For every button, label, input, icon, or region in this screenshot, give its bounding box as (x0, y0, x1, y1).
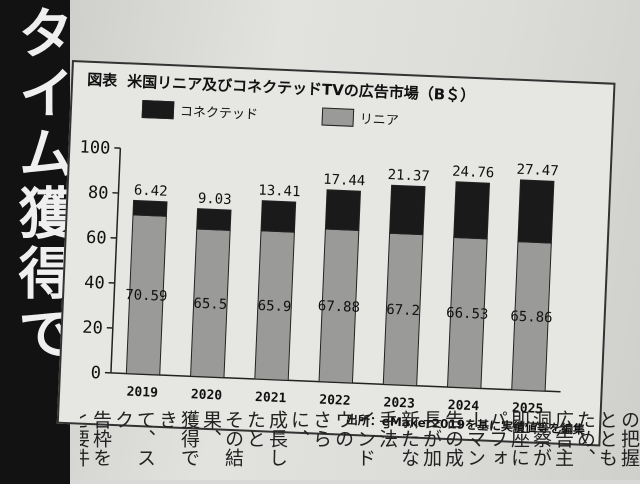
data-label-linear: 65.9 (257, 298, 291, 315)
bar-connected (197, 209, 231, 231)
data-label-connected: 21.37 (387, 167, 430, 185)
bar-connected (261, 201, 296, 233)
bar-connected (454, 182, 490, 239)
chart-title-tag: 図表 (87, 71, 118, 90)
bar-connected (133, 200, 167, 216)
article-line: 新たな手法 (376, 410, 420, 480)
bar-connected (390, 185, 425, 234)
y-tick-label: 40 (84, 273, 105, 294)
bar-connected (518, 180, 554, 243)
stacked-bar-chart: 0 20 40 60 80 100 70.59 6.42 2019 65.5 9.03 2020 65.… (59, 106, 612, 448)
data-label-connected: 9.03 (198, 191, 232, 208)
article-line: ため、広告主 (552, 410, 596, 480)
data-label-connected: 13.41 (258, 182, 301, 200)
x-tick-label: 2019 (126, 385, 158, 401)
data-label-linear: 67.2 (386, 302, 420, 319)
data-label-linear: 65.86 (510, 308, 553, 326)
article-line: インドウの (332, 410, 376, 480)
y-tick-label: 20 (82, 318, 103, 339)
article-line: の把握ととも (596, 410, 640, 480)
article-line: 告の成長が加 (420, 410, 464, 480)
article-line: 成長したと (244, 410, 288, 480)
data-label-connected: 6.42 (134, 182, 168, 199)
data-label-connected: 27.47 (516, 162, 559, 180)
article-line: その結果、 (200, 410, 244, 480)
y-tick-label: 0 (90, 363, 101, 383)
data-label-linear: 67.88 (317, 298, 360, 316)
article-line: さらに、 (288, 410, 332, 480)
x-tick-label: 2021 (255, 390, 287, 406)
article-line: 洞察が即座に (508, 410, 552, 480)
data-label-connected: 24.76 (452, 164, 495, 182)
x-tick-label: 2022 (319, 393, 351, 409)
bar-connected (325, 190, 360, 231)
data-label-linear: 70.59 (125, 287, 168, 305)
y-tick-label: 60 (86, 228, 107, 249)
article-bottom-text: の把握とともため、広告主洞察が即座にパフォーマン告の成長が加新たな手法インドウの… (80, 410, 640, 480)
article-line: 獲得でき (156, 410, 200, 480)
article-line: と要件 (80, 410, 90, 480)
y-axis-line (111, 148, 120, 373)
y-tick-label: 80 (88, 183, 109, 204)
data-label-linear: 65.5 (193, 296, 227, 313)
article-line: 告枠を (90, 410, 112, 480)
data-label-connected: 17.44 (323, 172, 366, 190)
y-tick-label: 100 (79, 137, 111, 158)
article-line: て、スク (112, 410, 156, 480)
x-tick-label: 2020 (191, 387, 223, 403)
data-label-linear: 66.53 (446, 305, 489, 323)
article-line: パフォーマン (464, 410, 508, 480)
